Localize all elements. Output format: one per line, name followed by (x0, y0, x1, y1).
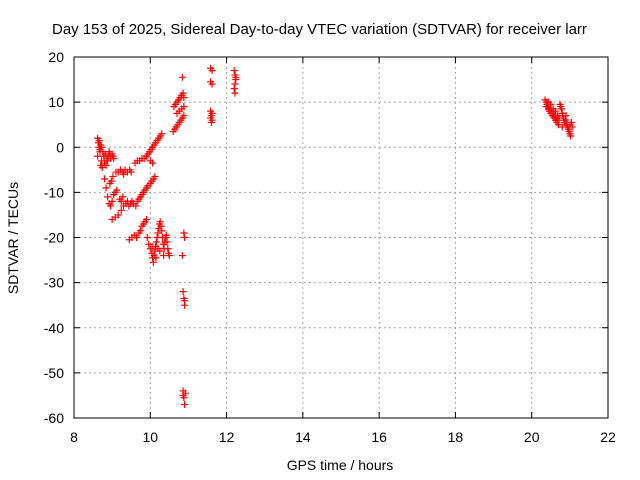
data-point (120, 170, 128, 178)
x-tick-label: 10 (142, 429, 158, 445)
data-point (181, 389, 189, 397)
data-point (107, 177, 115, 185)
x-tick-label: 8 (70, 429, 78, 445)
x-tick-label: 12 (219, 429, 235, 445)
data-point (101, 175, 109, 183)
data-point (152, 238, 160, 246)
y-axis-title: SDTVAR / TECUs (5, 182, 21, 294)
data-point (208, 67, 216, 75)
data-point (567, 132, 575, 140)
data-point (149, 258, 157, 266)
data-point (156, 218, 164, 226)
data-point (180, 112, 188, 120)
data-point (119, 193, 127, 201)
data-point (554, 121, 562, 129)
data-point (181, 297, 189, 305)
data-points (94, 64, 576, 408)
y-tick-label: -40 (44, 320, 64, 336)
data-point (181, 400, 189, 408)
data-point (180, 103, 188, 111)
data-point (542, 103, 550, 111)
data-point (151, 173, 159, 181)
data-point (162, 231, 170, 239)
x-tick-label: 14 (295, 429, 311, 445)
data-point (102, 184, 110, 192)
data-point (157, 222, 165, 230)
y-tick-label: 20 (48, 49, 64, 65)
data-point (133, 234, 141, 241)
y-tick-label: -50 (44, 365, 64, 381)
data-point (180, 229, 188, 237)
x-tick-label: 22 (600, 429, 616, 445)
chart-title: Day 153 of 2025, Sidereal Day-to-day VTE… (52, 21, 587, 38)
data-point (208, 80, 216, 88)
data-point (146, 157, 154, 165)
data-point (178, 252, 186, 260)
data-point (179, 89, 187, 97)
data-point (95, 136, 103, 144)
x-tick-label: 16 (371, 429, 387, 445)
x-tick-labels: 8 10 12 14 16 18 20 22 (70, 429, 616, 445)
data-point (154, 245, 162, 253)
data-point (99, 148, 107, 156)
y-tick-label: 0 (56, 139, 64, 155)
data-point (104, 193, 112, 201)
data-point (554, 112, 562, 120)
data-point (136, 227, 144, 235)
x-axis-title: GPS time / hours (287, 457, 394, 473)
data-point (108, 197, 116, 205)
y-tick-labels: -60 -50 -40 -30 -20 -10 0 10 20 (44, 49, 64, 426)
y-tick-label: -10 (44, 184, 64, 200)
data-point (94, 152, 102, 160)
y-tick-label: 10 (48, 94, 64, 110)
data-point (181, 234, 189, 241)
data-point (143, 234, 151, 241)
data-point (232, 73, 240, 81)
data-point (114, 211, 122, 219)
data-point (179, 288, 187, 296)
y-tick-label: -30 (44, 275, 64, 291)
data-point (127, 168, 135, 176)
data-point (207, 112, 215, 120)
data-point (180, 94, 188, 102)
data-point (178, 73, 186, 81)
data-point (557, 105, 565, 113)
data-point (164, 245, 172, 253)
data-point (547, 100, 555, 108)
data-point (158, 130, 166, 138)
data-point (109, 173, 117, 181)
data-point (102, 161, 110, 169)
data-point (97, 143, 105, 151)
data-point (551, 107, 559, 115)
data-point (110, 155, 118, 163)
data-point (132, 202, 140, 210)
y-tick-label: -20 (44, 230, 64, 246)
data-point (207, 118, 215, 126)
grid-lines (74, 57, 608, 418)
data-point (158, 227, 166, 235)
data-point (230, 67, 238, 75)
x-tick-label: 18 (448, 429, 464, 445)
data-point (558, 123, 566, 131)
data-point (107, 202, 115, 210)
y-tick-label: -60 (44, 410, 64, 426)
data-point (230, 85, 238, 93)
data-point (160, 252, 168, 260)
data-point (163, 238, 171, 246)
data-point (117, 206, 125, 214)
data-point (231, 80, 239, 88)
data-point (117, 197, 125, 205)
data-point (562, 112, 570, 120)
data-point (154, 229, 162, 237)
axes (73, 56, 609, 419)
data-point (148, 243, 156, 251)
data-point (152, 254, 160, 262)
data-point (142, 215, 150, 223)
data-point (566, 121, 574, 129)
x-tick-label: 20 (524, 429, 540, 445)
data-point (113, 186, 121, 194)
data-point (231, 89, 239, 97)
